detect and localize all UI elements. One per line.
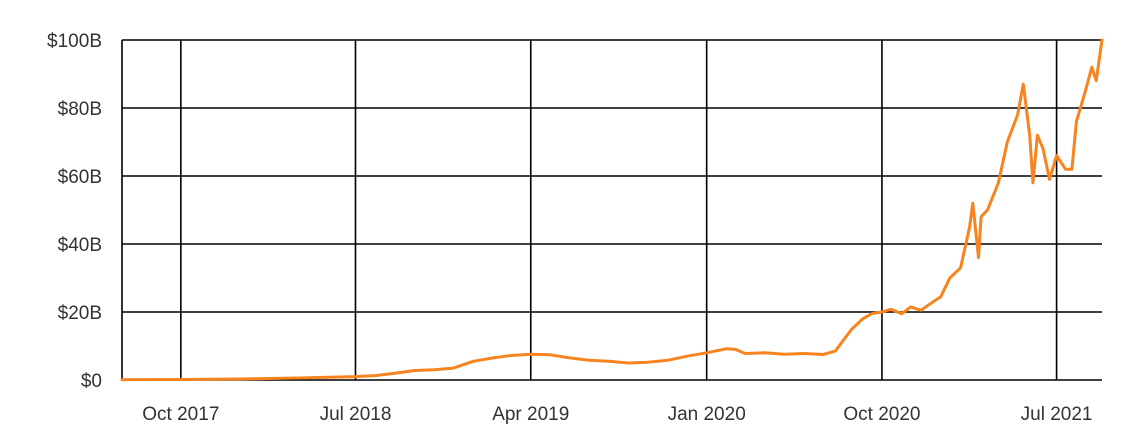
- y-tick-label: $60B: [58, 167, 102, 188]
- y-tick-label: $0: [81, 371, 102, 392]
- y-tick-label: $80B: [58, 99, 102, 120]
- series-line: [120, 38, 1104, 382]
- x-tick-label: Jan 2020: [668, 404, 746, 425]
- x-axis: Oct 2017 Jul 2018 Apr 2019 Jan 2020 Oct …: [142, 404, 1092, 425]
- grid: [121, 39, 1102, 381]
- x-tick-label: Oct 2020: [843, 404, 920, 425]
- y-tick-label: $20B: [58, 303, 102, 324]
- y-axis: $0 $20B $40B $60B $80B $100B: [47, 31, 102, 392]
- plot-area: [120, 38, 1104, 382]
- x-tick-label: Jul 2021: [1021, 404, 1093, 425]
- x-tick-label: Oct 2017: [142, 404, 219, 425]
- y-tick-label: $40B: [58, 235, 102, 256]
- y-tick-label: $100B: [47, 31, 102, 52]
- x-tick-label: Jul 2018: [320, 404, 392, 425]
- x-tick-label: Apr 2019: [492, 404, 569, 425]
